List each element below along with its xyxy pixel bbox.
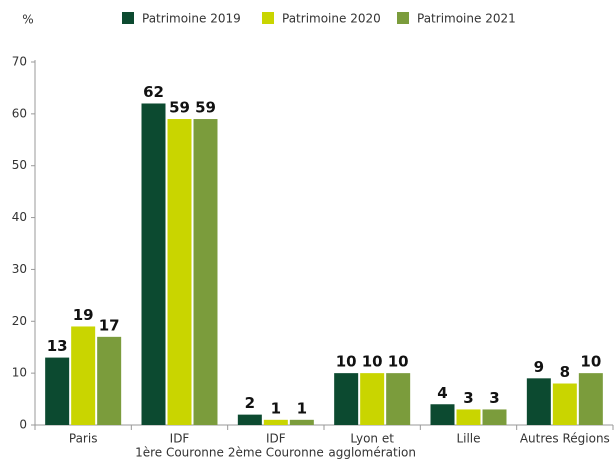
value-label: 10 — [362, 353, 383, 371]
bar — [71, 326, 96, 425]
bar — [141, 103, 166, 425]
bar — [97, 336, 122, 425]
bar — [263, 419, 288, 425]
y-tick-label: 0 — [19, 418, 27, 432]
bar — [456, 409, 481, 425]
y-tick-label: 20 — [12, 314, 27, 328]
bar — [360, 373, 385, 425]
bar — [578, 373, 603, 425]
bar — [289, 419, 314, 425]
x-tick-label: Autres Régions — [520, 432, 610, 446]
legend-swatch — [262, 12, 274, 24]
bar — [482, 409, 507, 425]
y-tick-label: 10 — [12, 366, 27, 380]
y-tick-label: 30 — [12, 262, 27, 276]
value-label: 19 — [73, 306, 94, 324]
x-tick-label: Lyon et — [350, 432, 394, 446]
y-tick-label: 60 — [12, 106, 27, 120]
bar — [334, 373, 359, 425]
value-label: 17 — [99, 316, 120, 334]
x-tick-label: Lille — [456, 432, 480, 446]
value-label: 3 — [489, 389, 499, 407]
bar — [430, 404, 455, 425]
x-tick-label: 2ème Couronne — [228, 446, 324, 460]
value-label: 10 — [580, 353, 601, 371]
bar — [167, 119, 192, 426]
bar — [386, 373, 411, 425]
value-label: 10 — [336, 353, 357, 371]
value-label: 9 — [534, 358, 544, 376]
x-tick-label: IDF — [170, 432, 190, 446]
legend-swatch — [122, 12, 134, 24]
bar — [193, 119, 218, 426]
x-tick-label: agglomération — [328, 446, 416, 460]
legend-label: Patrimoine 2021 — [417, 12, 516, 26]
x-tick-label: 1ère Couronne — [135, 446, 224, 460]
value-label: 62 — [143, 83, 164, 101]
value-label: 2 — [245, 394, 255, 412]
y-axis-label: % — [22, 13, 33, 27]
bar — [552, 383, 577, 425]
value-label: 1 — [297, 399, 307, 417]
value-label: 1 — [271, 399, 281, 417]
y-tick-label: 70 — [12, 55, 27, 69]
value-label: 10 — [388, 353, 409, 371]
value-label: 4 — [437, 384, 447, 402]
y-tick-label: 40 — [12, 210, 27, 224]
value-label: 8 — [560, 363, 570, 381]
x-tick-label: IDF — [266, 432, 286, 446]
legend-label: Patrimoine 2019 — [142, 12, 241, 26]
value-label: 59 — [195, 99, 216, 117]
legend-label: Patrimoine 2020 — [282, 12, 381, 26]
x-tick-label: Paris — [69, 432, 98, 446]
value-label: 13 — [47, 337, 68, 355]
bar — [526, 378, 551, 425]
bar — [237, 414, 262, 425]
legend-swatch — [397, 12, 409, 24]
value-label: 59 — [169, 99, 190, 117]
value-label: 3 — [463, 389, 473, 407]
y-tick-label: 50 — [12, 158, 27, 172]
bar — [45, 357, 70, 425]
